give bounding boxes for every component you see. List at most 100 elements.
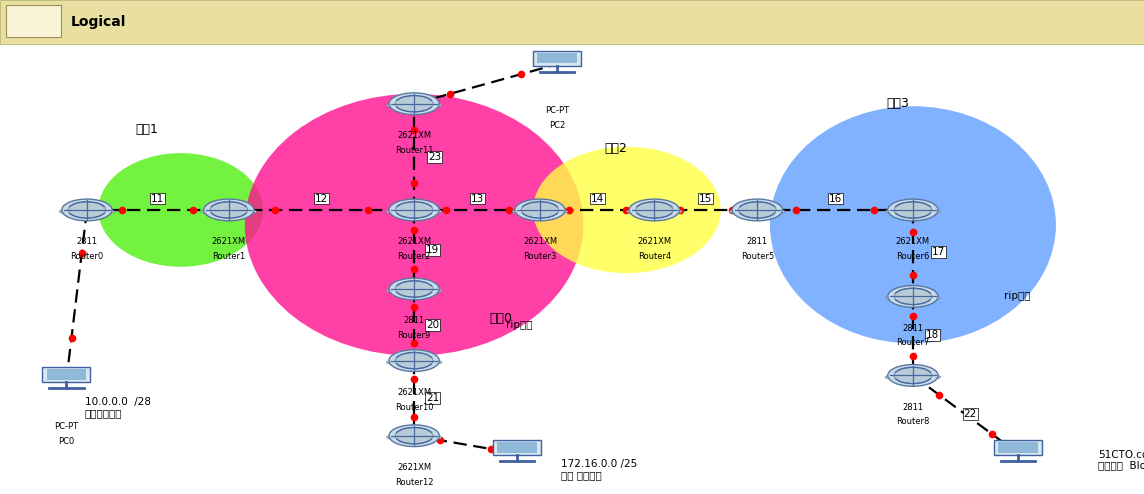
Text: 2811: 2811 xyxy=(747,237,768,246)
Text: Router1: Router1 xyxy=(212,252,246,261)
Circle shape xyxy=(396,428,432,444)
Ellipse shape xyxy=(387,287,442,294)
Text: Router9: Router9 xyxy=(397,331,431,340)
Text: 14: 14 xyxy=(590,194,604,204)
Circle shape xyxy=(895,288,931,304)
Circle shape xyxy=(389,425,439,447)
Text: 2621XM: 2621XM xyxy=(397,388,431,397)
Text: Router0: Router0 xyxy=(70,252,104,261)
Circle shape xyxy=(389,93,439,115)
Ellipse shape xyxy=(885,373,940,381)
Circle shape xyxy=(888,199,938,221)
Text: Router4: Router4 xyxy=(637,252,672,261)
Circle shape xyxy=(895,202,931,218)
Text: 172.16.0.0 /25
划分 八个网段: 172.16.0.0 /25 划分 八个网段 xyxy=(561,458,637,480)
Text: 2621XM: 2621XM xyxy=(397,131,431,140)
Text: 区块2: 区块2 xyxy=(604,142,627,155)
Circle shape xyxy=(629,199,680,221)
Ellipse shape xyxy=(387,359,442,366)
Text: 15: 15 xyxy=(699,194,713,204)
Text: 2811: 2811 xyxy=(903,403,923,412)
Text: Router8: Router8 xyxy=(896,417,930,426)
Text: Router7: Router7 xyxy=(896,338,930,347)
Text: 2621XM: 2621XM xyxy=(397,463,431,472)
Text: 2621XM: 2621XM xyxy=(896,237,930,246)
Text: Router6: Router6 xyxy=(896,252,930,261)
Circle shape xyxy=(389,278,439,300)
Circle shape xyxy=(210,202,248,218)
Bar xyxy=(498,442,537,453)
Ellipse shape xyxy=(533,147,721,273)
Text: 16: 16 xyxy=(828,194,842,204)
Bar xyxy=(999,442,1038,453)
Text: 20: 20 xyxy=(426,320,439,330)
Text: 21: 21 xyxy=(426,393,439,403)
Circle shape xyxy=(67,202,106,218)
Bar xyxy=(0,0,1144,44)
Circle shape xyxy=(515,199,565,221)
Bar xyxy=(533,51,581,66)
Ellipse shape xyxy=(59,208,114,215)
Bar xyxy=(538,53,577,64)
Bar xyxy=(994,440,1042,455)
Text: 2811: 2811 xyxy=(903,324,923,332)
Circle shape xyxy=(888,286,938,307)
Ellipse shape xyxy=(387,102,442,109)
Text: 2811: 2811 xyxy=(404,316,424,325)
Text: 23: 23 xyxy=(428,152,442,162)
Ellipse shape xyxy=(885,208,940,215)
Text: 2621XM: 2621XM xyxy=(212,237,246,246)
Ellipse shape xyxy=(513,208,567,215)
Text: Router3: Router3 xyxy=(523,252,557,261)
Ellipse shape xyxy=(98,153,263,267)
Text: 区块0: 区块0 xyxy=(490,312,513,325)
Bar xyxy=(493,440,541,455)
Circle shape xyxy=(396,281,432,297)
Ellipse shape xyxy=(770,106,1056,343)
Circle shape xyxy=(888,365,938,386)
Text: 区块1: 区块1 xyxy=(135,123,158,136)
Text: 2621XM: 2621XM xyxy=(637,237,672,246)
Text: Logical: Logical xyxy=(71,15,126,29)
Circle shape xyxy=(396,96,432,112)
Ellipse shape xyxy=(201,208,256,215)
Ellipse shape xyxy=(387,434,442,441)
Text: 22: 22 xyxy=(963,409,977,419)
Circle shape xyxy=(521,202,558,218)
Circle shape xyxy=(732,199,782,221)
Circle shape xyxy=(895,368,931,384)
Text: 17: 17 xyxy=(931,247,945,257)
Text: 2621XM: 2621XM xyxy=(397,237,431,246)
Text: 12: 12 xyxy=(315,194,328,204)
Circle shape xyxy=(636,202,673,218)
Text: PC-PT: PC-PT xyxy=(545,106,570,115)
Text: 51CTO.com
技术博客  Blog: 51CTO.com 技术博客 Blog xyxy=(1098,450,1144,471)
Bar xyxy=(47,369,86,380)
Text: Router10: Router10 xyxy=(395,403,434,412)
Text: 18: 18 xyxy=(925,330,939,340)
Text: 13: 13 xyxy=(470,194,484,204)
Ellipse shape xyxy=(627,208,682,215)
Text: 19: 19 xyxy=(426,245,439,255)
Text: Router2: Router2 xyxy=(397,252,431,261)
Text: rip单向: rip单向 xyxy=(1004,291,1031,301)
Text: 2811: 2811 xyxy=(77,237,97,246)
Circle shape xyxy=(396,353,432,369)
Ellipse shape xyxy=(885,294,940,302)
Text: 10.0.0.0  /28
划分八个网段: 10.0.0.0 /28 划分八个网段 xyxy=(85,397,151,418)
Text: 2621XM: 2621XM xyxy=(523,237,557,246)
Circle shape xyxy=(204,199,254,221)
Text: PC0: PC0 xyxy=(58,437,74,446)
Circle shape xyxy=(389,350,439,371)
Circle shape xyxy=(739,202,777,218)
Bar xyxy=(6,5,61,37)
Circle shape xyxy=(62,199,112,221)
Text: Router5: Router5 xyxy=(740,252,774,261)
Text: rip双向: rip双向 xyxy=(506,320,532,330)
Bar xyxy=(42,367,90,382)
Text: Router12: Router12 xyxy=(395,478,434,487)
Circle shape xyxy=(396,202,432,218)
Text: 11: 11 xyxy=(151,194,165,204)
Text: Router11: Router11 xyxy=(395,146,434,155)
Text: PC-PT: PC-PT xyxy=(54,422,79,431)
